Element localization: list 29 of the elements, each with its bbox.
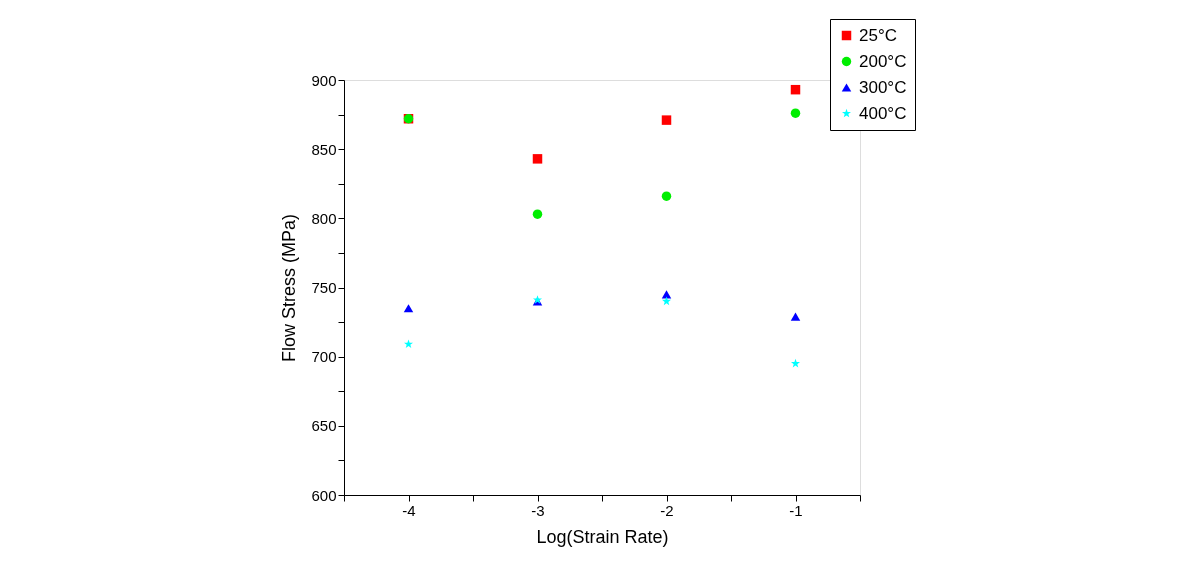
point <box>661 115 672 125</box>
y-tick-label: 750 <box>311 279 337 296</box>
point <box>790 358 801 368</box>
point <box>403 304 414 313</box>
point <box>661 296 672 306</box>
point <box>532 154 543 164</box>
y-tick-label: 900 <box>311 71 337 89</box>
point <box>661 191 672 201</box>
x-axis-title: Log(Strain Rate) <box>536 526 669 547</box>
point <box>790 312 801 321</box>
legend-label: 200°C <box>859 51 907 71</box>
x-tick-label: -3 <box>531 501 545 519</box>
y-tick-label: 800 <box>311 209 337 227</box>
y-tick-label: 700 <box>311 348 337 366</box>
point <box>790 84 801 95</box>
y-tick-label: 850 <box>311 140 337 158</box>
x-tick-label: -1 <box>789 501 803 519</box>
legend-label: 300°C <box>859 77 907 97</box>
y-tick-label: 600 <box>311 486 337 504</box>
legend-label: 400°C <box>859 103 907 123</box>
point <box>532 209 543 219</box>
point <box>790 108 801 118</box>
x-tick-label: -2 <box>660 501 674 519</box>
point <box>661 290 672 299</box>
x-tick-label: -4 <box>402 501 416 519</box>
point <box>403 339 414 349</box>
legend-label: 25°C <box>859 25 897 45</box>
y-tick-label: 650 <box>311 417 337 435</box>
y-axis-title: Flow Stress (MPa) <box>279 213 300 363</box>
